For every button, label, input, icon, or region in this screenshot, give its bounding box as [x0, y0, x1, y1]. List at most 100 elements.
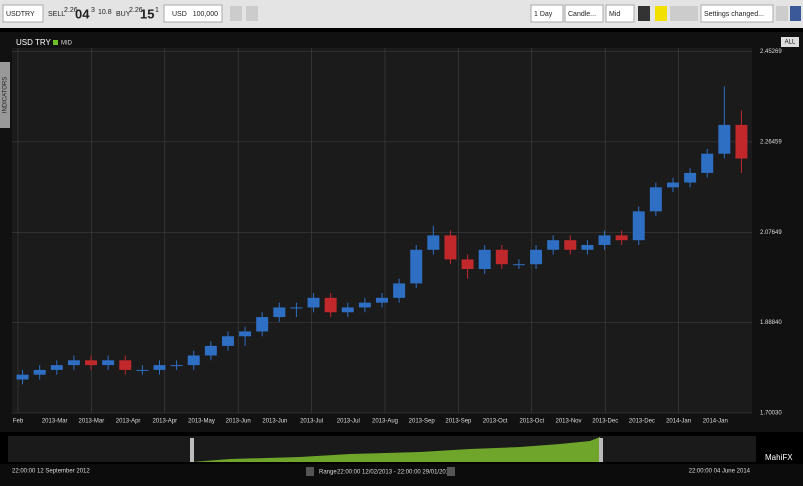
- candle-body: [684, 172, 697, 183]
- x-tick-label: 2013-Aug: [372, 419, 398, 425]
- amount: 100,000: [193, 11, 218, 18]
- y-tick-label: 2.26459: [760, 139, 782, 145]
- candle-body: [632, 211, 645, 241]
- candle-body: [615, 235, 628, 241]
- navigator-area: [192, 437, 600, 462]
- candle-body: [67, 360, 80, 366]
- draw-button[interactable]: [670, 6, 698, 21]
- range-handle-right[interactable]: [599, 438, 603, 462]
- candle-body: [273, 307, 286, 318]
- navigator: 22:00:00 12 September 2012 22:00:00 04 J…: [0, 436, 803, 486]
- candle-body: [564, 240, 577, 250]
- buy-frac: 1: [155, 7, 159, 14]
- candle-body: [153, 365, 166, 370]
- plot-bg: [12, 48, 752, 413]
- alert-button[interactable]: [246, 6, 258, 21]
- candle-body: [204, 345, 217, 356]
- interval-select[interactable]: [530, 4, 564, 23]
- candle-body: [393, 283, 406, 298]
- candle-body: [256, 317, 269, 332]
- x-tick-label: 2013-Mar: [79, 419, 105, 425]
- x-tick-label: 2013-Jul: [300, 419, 323, 425]
- candle-body: [410, 249, 423, 284]
- candle-body: [512, 264, 525, 266]
- amount-box[interactable]: [163, 4, 223, 23]
- candle-body: [701, 153, 714, 173]
- buy-big: 2.26: [129, 7, 143, 14]
- candle-body: [102, 360, 115, 366]
- candle-body: [495, 249, 508, 265]
- camera-button[interactable]: [638, 6, 650, 21]
- candle-body: [478, 249, 491, 270]
- style-select[interactable]: [564, 4, 604, 23]
- buy-label: BUY: [116, 11, 131, 18]
- sell-pips[interactable]: 04: [75, 6, 90, 21]
- candle-body: [307, 297, 320, 308]
- candle-body: [341, 307, 354, 313]
- candle-body: [666, 182, 679, 188]
- candle-body: [136, 369, 149, 371]
- range-handle-left[interactable]: [190, 438, 194, 462]
- x-tick-label: 2013-Dec: [592, 419, 618, 425]
- candle-body: [85, 360, 98, 366]
- x-tick-label: 2013-May: [188, 419, 215, 425]
- interval: 1 Day: [534, 11, 553, 18]
- y-tick-label: 2.45269: [760, 49, 782, 55]
- star-button[interactable]: [776, 6, 788, 21]
- spread: 10.8: [98, 9, 112, 16]
- candle-body: [376, 297, 388, 303]
- y-tick-label: 1.88840: [760, 320, 782, 326]
- candle-body: [239, 331, 252, 337]
- candle-body: [290, 307, 303, 309]
- candle-body: [598, 235, 611, 245]
- x-tick-label: 2013-Sep: [409, 419, 436, 425]
- facebook-button[interactable]: [790, 6, 801, 21]
- settings-select[interactable]: [700, 4, 774, 23]
- candle-body: [324, 297, 337, 313]
- x-tick-label: 2013-Jun: [262, 419, 287, 425]
- toolbar: USDTRY SELL 2.26 04 3 10.8 BUY 2.26 15 1…: [0, 0, 803, 28]
- cart-button[interactable]: [230, 6, 242, 21]
- x-tick-label: 2014-Jan: [703, 419, 728, 425]
- x-tick-label: 2013-Sep: [445, 419, 472, 425]
- candle-body: [187, 355, 200, 366]
- all-label: ALL: [785, 40, 796, 46]
- candle-body: [547, 240, 560, 250]
- navigator-end: 22:00:00 04 June 2014: [689, 469, 751, 475]
- brand: MahiFX: [765, 453, 793, 462]
- x-tick-label: 2013-Jul: [337, 419, 360, 425]
- range: 22:00:00 12/02/2013 - 22:00:00 29/01/201…: [337, 470, 453, 476]
- sell-label: SELL: [48, 11, 65, 18]
- x-tick-label: 2013-Oct: [519, 419, 544, 425]
- indicators-tab[interactable]: [0, 62, 10, 128]
- y-tick-label: 1.70030: [760, 411, 782, 417]
- x-tick-label: 2014-Jan: [666, 419, 691, 425]
- x-tick-label: 2013-Dec: [629, 419, 655, 425]
- candle-body: [530, 249, 543, 265]
- navigator-start: 22:00:00 12 September 2012: [12, 469, 90, 475]
- x-tick-label: 2013-Jun: [226, 419, 251, 425]
- range-next[interactable]: [447, 467, 455, 476]
- x-tick-label: 2013-Oct: [483, 419, 508, 425]
- symbol-select[interactable]: [2, 4, 44, 23]
- currency: USD: [172, 11, 187, 18]
- candle-body: [649, 187, 662, 212]
- chart-style: Candle...: [568, 11, 596, 18]
- buy-pips[interactable]: 15: [140, 6, 154, 21]
- color-button[interactable]: [655, 6, 667, 21]
- candle-body: [427, 235, 440, 250]
- price-select[interactable]: [605, 4, 635, 23]
- candle-body: [50, 365, 63, 370]
- range-prev[interactable]: [306, 467, 314, 476]
- price-type: Mid: [609, 11, 620, 18]
- x-tick-label: Feb: [13, 419, 24, 425]
- legend-swatch: [53, 40, 58, 45]
- candle-body: [581, 244, 594, 250]
- x-tick-label: 2013-Apr: [116, 419, 141, 425]
- candle-body: [718, 124, 731, 154]
- candle-body: [16, 374, 29, 380]
- all-button[interactable]: [781, 37, 799, 47]
- legend: MID: [61, 41, 73, 47]
- settings: Settings changed...: [704, 11, 764, 18]
